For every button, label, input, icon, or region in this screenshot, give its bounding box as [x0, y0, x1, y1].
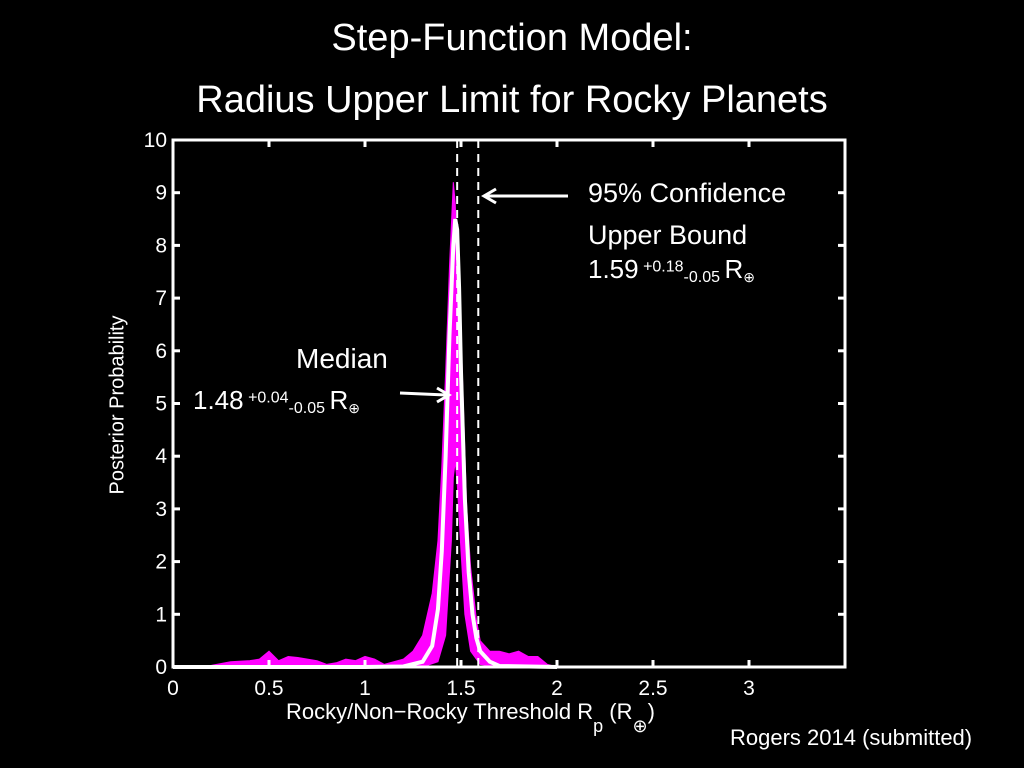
- earth-symbol-icon: ⊕: [743, 269, 755, 286]
- y-tick-label: 9: [155, 182, 167, 205]
- bound-value: 1.59: [588, 254, 639, 284]
- median-arrow: [399, 386, 452, 404]
- bound-value-annotation: 1.59 +0.18-0.05 R⊕: [588, 254, 755, 287]
- bound-label-line2: Upper Bound: [588, 220, 748, 250]
- x-tick-label: 2: [551, 677, 563, 700]
- x-tick-label: 2.5: [638, 677, 667, 700]
- chart-title-line2: Radius Upper Limit for Rocky Planets: [196, 79, 828, 121]
- median-posterior-curve: [173, 218, 558, 669]
- bound-unit: R: [724, 254, 744, 284]
- y-tick-label: 2: [155, 551, 167, 574]
- axis-tick-labels: 0 0.5 1 1.5 2 2.5 3 0 1 2 3 4 5 6 7 8 9 10: [144, 129, 755, 700]
- bound-arrow: [481, 187, 568, 205]
- citation-credit: Rogers 2014 (submitted): [730, 725, 973, 750]
- median-value-annotation: 1.48 +0.04-0.05 R⊕: [193, 385, 360, 418]
- y-tick-label: 10: [144, 129, 167, 152]
- dashed-lines-layer: [456, 140, 480, 667]
- x-axis-label-text: Rocky/Non−Rocky Threshold R: [286, 699, 594, 724]
- x-tick-label: 3: [743, 677, 755, 700]
- bound-label-line1: 95% Confidence: [588, 178, 787, 208]
- y-tick-label: 1: [155, 603, 167, 626]
- y-tick-label: 7: [155, 287, 167, 310]
- x-axis-label: Rocky/Non−Rocky Threshold Rp (R⊕): [286, 699, 655, 736]
- posterior-band: [172, 182, 558, 668]
- bound-label: 95% Confidence Upper Bound: [588, 172, 786, 256]
- bound-plus-error: +0.18: [643, 258, 684, 276]
- x-tick-label: 0: [167, 677, 179, 700]
- chart-title-line1: Step-Function Model:: [331, 17, 693, 59]
- bound-minus-error: -0.05: [683, 269, 721, 287]
- x-tick-label: 1: [359, 677, 371, 700]
- median-unit: R: [329, 385, 349, 415]
- x-axis-label-unit-close: ): [647, 699, 655, 724]
- median-label: Median: [296, 343, 388, 374]
- x-tick-label: 0.5: [254, 677, 283, 700]
- x-axis-label-subscript: p: [593, 716, 604, 737]
- median-value: 1.48: [193, 385, 244, 415]
- axis-ticks: [171, 138, 845, 669]
- x-axis-label-unit: (R: [609, 699, 633, 724]
- y-tick-label: 3: [155, 498, 167, 521]
- y-tick-label: 0: [155, 656, 167, 679]
- median-curve-layer: [173, 218, 558, 669]
- y-tick-label: 6: [155, 340, 167, 363]
- x-tick-label: 1.5: [446, 677, 475, 700]
- y-tick-label: 8: [155, 234, 167, 257]
- median-minus-error: -0.05: [288, 400, 326, 418]
- y-tick-label: 5: [155, 393, 167, 416]
- median-plus-error: +0.04: [248, 389, 289, 407]
- y-tick-label: 4: [155, 445, 167, 468]
- earth-symbol-icon: ⊕: [632, 716, 648, 737]
- y-axis-label: Posterior Probability: [106, 315, 129, 495]
- posterior-band-layer: [172, 182, 558, 668]
- earth-symbol-icon: ⊕: [348, 400, 360, 417]
